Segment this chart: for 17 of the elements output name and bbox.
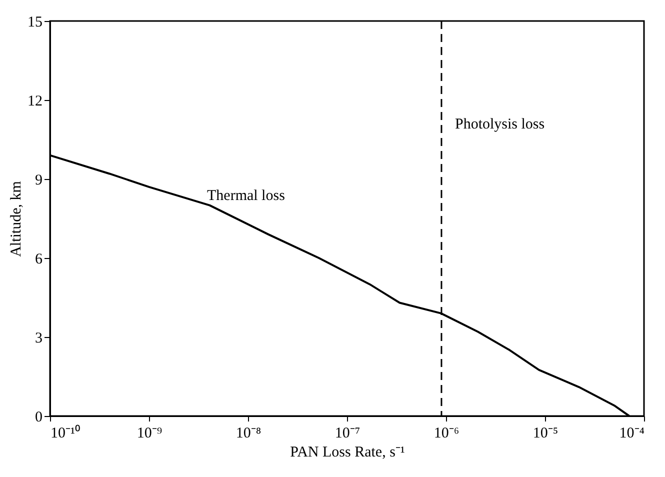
annotation: Photolysis loss bbox=[455, 116, 545, 133]
x-tick-label: 10⁻⁵ bbox=[532, 426, 558, 442]
y-tick-label: 15 bbox=[28, 14, 42, 30]
x-tick-label: 10⁻¹⁰ bbox=[50, 424, 80, 442]
y-tick-label: 6 bbox=[35, 252, 43, 268]
y-tick-label: 12 bbox=[28, 94, 42, 110]
annotation: Thermal loss bbox=[207, 188, 286, 204]
x-tick-label: 10⁻⁸ bbox=[236, 426, 262, 442]
x-tick-label: 10⁻⁹ bbox=[136, 426, 162, 442]
x-tick-label: 10⁻⁴ bbox=[619, 426, 644, 442]
x-tick-label: 10⁻⁶ bbox=[434, 426, 460, 442]
x-axis-title: PAN Loss Rate, s⁻¹ bbox=[290, 444, 405, 460]
x-tick-label: 10⁻⁷ bbox=[334, 426, 360, 442]
y-tick-label: 3 bbox=[35, 330, 42, 346]
y-tick-label: 0 bbox=[35, 410, 42, 426]
y-axis-title: Altitude, km bbox=[8, 180, 24, 257]
y-tick-label: 9 bbox=[35, 172, 42, 188]
